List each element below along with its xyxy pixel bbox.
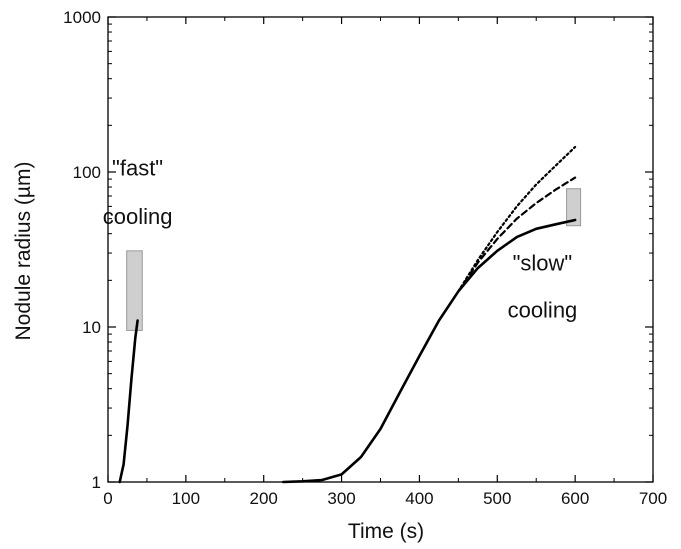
x-tick-label: 500 bbox=[483, 489, 511, 508]
plot-area: "fast" cooling "slow" cooling bbox=[103, 145, 582, 484]
highlight-box-1 bbox=[126, 250, 143, 331]
annotation-1-line-2: cooling bbox=[103, 204, 173, 229]
series-line-4-dotted bbox=[457, 145, 577, 293]
x-axis-title: Time (s) bbox=[348, 520, 424, 543]
x-tick-label: 600 bbox=[561, 489, 589, 508]
annotation-2-line-2: cooling bbox=[508, 297, 578, 322]
x-tick-label: 0 bbox=[103, 489, 112, 508]
annotation-1-line-1: "fast" bbox=[112, 155, 163, 180]
y-axis-title: Nodule radius (µm) bbox=[12, 162, 35, 341]
y-tick-label: 100 bbox=[73, 163, 101, 182]
x-tick-label: 300 bbox=[327, 489, 355, 508]
x-tick-label: 200 bbox=[250, 489, 278, 508]
series-line-2-solid bbox=[281, 218, 577, 484]
y-tick-label: 10 bbox=[82, 318, 101, 337]
plot-frame bbox=[107, 16, 654, 483]
series-line-3-dashed bbox=[457, 176, 577, 293]
series-line-1-solid bbox=[118, 319, 139, 484]
x-tick-label: 700 bbox=[639, 489, 667, 508]
y-tick-label: 1 bbox=[92, 473, 101, 492]
ticks: 0 100 200 300 400 500 600 700 1 10 100 1000 bbox=[63, 8, 667, 508]
y-tick-label: 1000 bbox=[63, 8, 101, 27]
annotation-2-line-1: "slow" bbox=[513, 251, 573, 276]
x-tick-label: 400 bbox=[405, 489, 433, 508]
axes bbox=[107, 16, 654, 483]
x-tick-label: 100 bbox=[172, 489, 200, 508]
highlight-box-2 bbox=[566, 188, 582, 227]
